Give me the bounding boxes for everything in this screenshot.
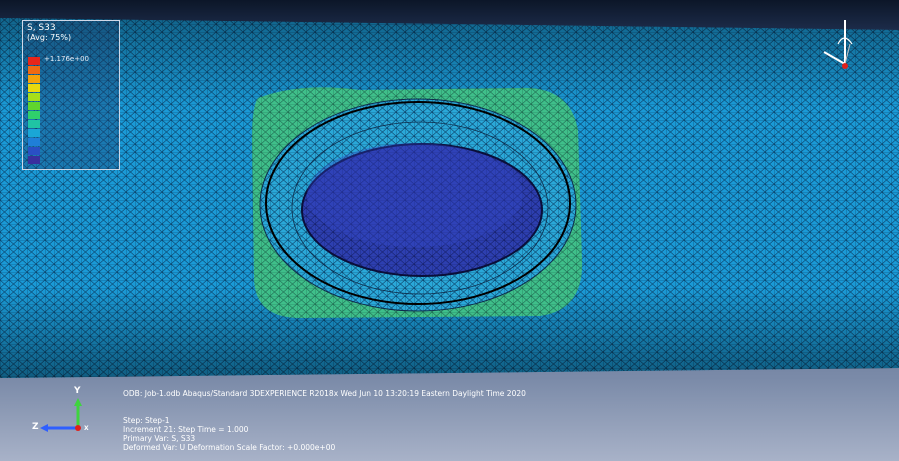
legend-swatch [28,120,40,128]
legend-swatch [28,111,40,119]
legend-value: +1.176e+00 [44,55,89,63]
contour-deep-region [301,143,543,277]
legend-subtitle: (Avg: 75%) [27,33,72,42]
legend-swatch [28,57,40,65]
legend-swatch [28,93,40,101]
view-triad-icon [823,20,853,69]
legend-swatch [28,147,40,155]
axis-x-label: X [84,425,89,432]
legend-swatch [28,84,40,92]
legend-swatch [28,129,40,137]
increment-label: Increment 21: Step Time = 1.000 [123,425,249,434]
step-label: Step: Step-1 [123,416,170,425]
axis-triad-icon [40,398,82,432]
contour-deep-highlight [307,143,523,247]
legend-title: S, S33 [27,23,56,33]
odb-info-line: ODB: Job-1.odb Abaqus/Standard 3DEXPERIE… [123,389,526,398]
legend-swatch [28,75,40,83]
axis-y-label: Y [74,386,81,396]
legend-swatch [28,102,40,110]
primary-var-label: Primary Var: S, S33 [123,434,196,443]
legend-swatch [28,138,40,146]
legend-swatch [28,156,40,164]
axis-z-label: Z [32,422,39,432]
hole-edge-outer [265,101,571,305]
legend-swatch [28,66,40,74]
deformed-var-label: Deformed Var: U Deformation Scale Factor… [123,443,336,452]
